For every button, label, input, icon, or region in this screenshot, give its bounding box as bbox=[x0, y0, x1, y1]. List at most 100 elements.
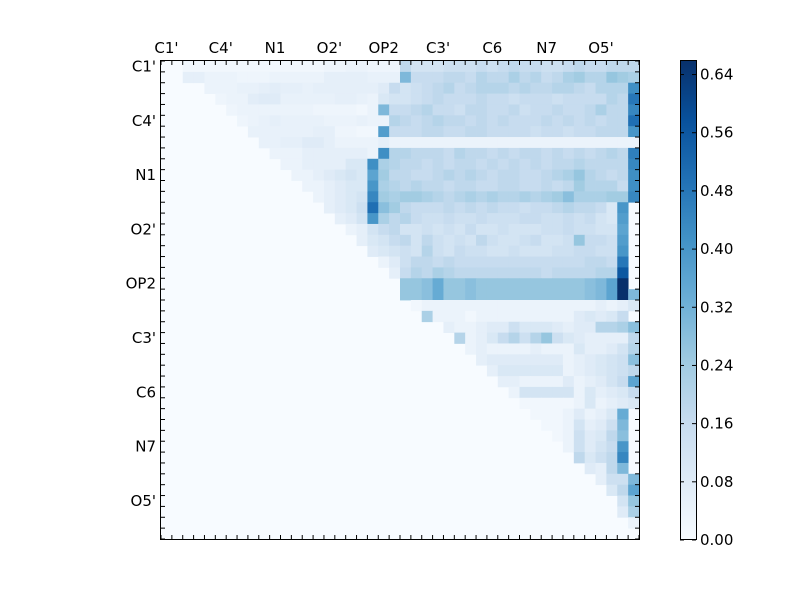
heatmap-cell bbox=[432, 61, 444, 73]
heatmap-cell bbox=[465, 213, 477, 225]
heatmap-cell bbox=[454, 202, 466, 214]
heatmap-cell bbox=[562, 256, 575, 268]
heatmap-cell bbox=[454, 245, 466, 257]
heatmap-cell bbox=[334, 137, 347, 149]
heatmap-cell bbox=[400, 158, 412, 171]
heatmap-cell bbox=[617, 484, 629, 496]
heatmap-cell bbox=[443, 267, 455, 279]
heatmap-cell bbox=[400, 104, 412, 116]
heatmap-cell bbox=[530, 137, 542, 149]
heatmap-cell bbox=[486, 332, 499, 344]
heatmap-cell bbox=[476, 256, 488, 268]
heatmap-cell bbox=[617, 223, 629, 236]
heatmap-cell bbox=[465, 343, 477, 355]
heatmap-cell bbox=[465, 169, 477, 181]
heatmap-cell bbox=[617, 430, 629, 442]
heatmap-cell bbox=[443, 300, 455, 312]
heatmap-cell bbox=[432, 267, 444, 279]
y-tick-label: N1 bbox=[135, 166, 156, 184]
heatmap-cell bbox=[476, 126, 488, 138]
heatmap-cell bbox=[617, 376, 629, 388]
heatmap-cell bbox=[378, 234, 390, 247]
heatmap-cell bbox=[323, 115, 336, 127]
heatmap-cell bbox=[497, 137, 510, 149]
heatmap-cell bbox=[562, 93, 575, 105]
heatmap-cell bbox=[291, 169, 303, 181]
heatmap-cell bbox=[356, 223, 368, 236]
heatmap-cell bbox=[595, 82, 607, 94]
heatmap-cell bbox=[476, 234, 488, 247]
heatmap-cell bbox=[313, 115, 325, 127]
heatmap-cell bbox=[302, 104, 314, 116]
heatmap-cell bbox=[302, 71, 314, 84]
heatmap-cell bbox=[541, 321, 553, 333]
heatmap-cell bbox=[519, 234, 531, 247]
heatmap-cell bbox=[410, 61, 423, 73]
heatmap-cell bbox=[400, 267, 412, 279]
heatmap-cell bbox=[519, 267, 531, 279]
heatmap-cell bbox=[497, 289, 510, 301]
heatmap-cell bbox=[595, 158, 607, 171]
heatmap-cell bbox=[519, 310, 531, 323]
heatmap-cell bbox=[508, 234, 520, 247]
heatmap-cell bbox=[389, 213, 401, 225]
heatmap-cell bbox=[584, 223, 596, 236]
heatmap-cell bbox=[280, 82, 292, 94]
colorbar-tick-label: 0.56 bbox=[700, 124, 733, 142]
heatmap-cell bbox=[541, 71, 553, 84]
heatmap-cell bbox=[595, 419, 607, 431]
heatmap-cell bbox=[334, 82, 347, 94]
heatmap-cell bbox=[508, 126, 520, 138]
heatmap-cell bbox=[552, 234, 564, 247]
heatmap-cell bbox=[410, 256, 423, 268]
heatmap-cell bbox=[421, 223, 433, 236]
heatmap-cell bbox=[356, 115, 368, 127]
heatmap-cell bbox=[269, 126, 281, 138]
heatmap-cell bbox=[617, 452, 629, 464]
heatmap-cell bbox=[508, 71, 520, 84]
colorbar-tick-label: 0.32 bbox=[700, 298, 733, 316]
heatmap-cell bbox=[497, 332, 510, 344]
heatmap-cell bbox=[573, 321, 586, 333]
heatmap-cell bbox=[313, 158, 325, 171]
heatmap-cell bbox=[519, 147, 531, 160]
heatmap-cell bbox=[421, 310, 433, 323]
heatmap-cell bbox=[497, 158, 510, 171]
heatmap-cell bbox=[258, 126, 271, 138]
heatmap-cell bbox=[378, 104, 390, 116]
heatmap-cell bbox=[530, 245, 542, 257]
heatmap-cell bbox=[258, 137, 271, 149]
heatmap-cell bbox=[280, 61, 292, 73]
heatmap-cell bbox=[573, 137, 586, 149]
heatmap-cell bbox=[486, 93, 499, 105]
heatmap-cell bbox=[432, 213, 444, 225]
heatmap-cell bbox=[410, 104, 423, 116]
heatmap-cell bbox=[530, 267, 542, 279]
heatmap-cell bbox=[584, 419, 596, 431]
heatmap-cell bbox=[410, 213, 423, 225]
heatmap-cell bbox=[541, 343, 553, 355]
heatmap-cell bbox=[410, 82, 423, 94]
heatmap-cell bbox=[530, 223, 542, 236]
heatmap-cell bbox=[617, 158, 629, 171]
heatmap-cell bbox=[313, 126, 325, 138]
heatmap-cell bbox=[606, 93, 618, 105]
heatmap-cell bbox=[334, 180, 347, 192]
heatmap-cell bbox=[389, 115, 401, 127]
heatmap-cell bbox=[617, 310, 629, 323]
heatmap-cell bbox=[530, 256, 542, 268]
heatmap-cell bbox=[530, 61, 542, 73]
heatmap-cell bbox=[508, 223, 520, 236]
heatmap-cell bbox=[606, 462, 618, 475]
heatmap-cell bbox=[606, 158, 618, 171]
heatmap-cell bbox=[476, 213, 488, 225]
heatmap-cell bbox=[497, 147, 510, 160]
heatmap-cell bbox=[269, 147, 281, 160]
heatmap-cell bbox=[552, 104, 564, 116]
heatmap-cell bbox=[519, 321, 531, 333]
heatmap-cell bbox=[345, 223, 357, 236]
heatmap-cell bbox=[497, 93, 510, 105]
heatmap-cell bbox=[508, 310, 520, 323]
heatmap-cell bbox=[258, 104, 271, 116]
heatmap-cell bbox=[313, 61, 325, 73]
